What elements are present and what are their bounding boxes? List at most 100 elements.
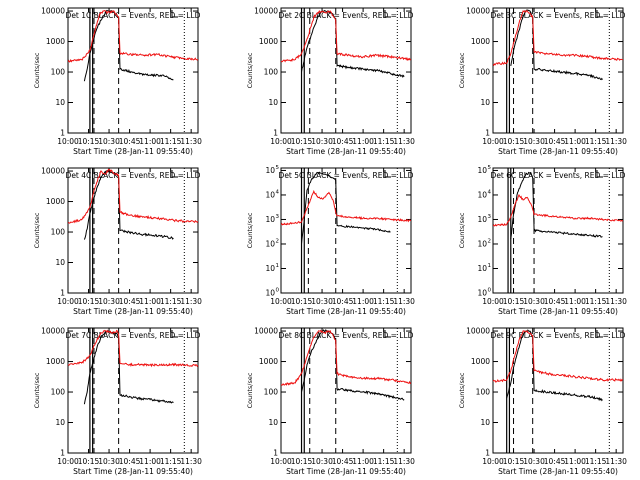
x-tick-label: 10:30 <box>523 137 545 146</box>
y-axis-title: Counts/sec <box>33 52 41 88</box>
y-tick-label: 10 <box>55 98 65 107</box>
series-lld-line <box>281 9 411 63</box>
x-tick-label: 10:00 <box>270 137 292 146</box>
x-tick-label: 10:15 <box>78 137 100 146</box>
x-tick-label: 11:00 <box>564 297 586 306</box>
y-tick-label: 1 <box>485 129 490 138</box>
y-tick-label: 1 <box>485 449 490 458</box>
y-tick-exponent: 5 <box>276 165 280 171</box>
series-events-line <box>83 329 174 405</box>
x-tick-label: 11:15 <box>585 297 607 306</box>
marker-bracket <box>596 170 603 178</box>
x-tick-label: 10:30 <box>98 297 120 306</box>
plot-frame <box>492 7 624 134</box>
series-events-line <box>301 171 391 245</box>
plot-frame <box>280 7 412 134</box>
x-tick-label: 11:15 <box>160 457 182 466</box>
x-tick-label: 10:45 <box>332 297 354 306</box>
series-lld-line <box>281 189 411 226</box>
y-tick-label: 100 <box>264 68 279 77</box>
x-axis-title: Start Time (28-Jan-11 09:55:40) <box>286 147 406 156</box>
x-tick-label: 11:00 <box>139 137 161 146</box>
marker-bracket <box>171 330 178 338</box>
plot-frame <box>67 167 199 294</box>
y-tick-label: 10 <box>55 418 65 427</box>
y-tick-label: 10 <box>265 264 275 273</box>
y-tick-label: 10000 <box>466 327 490 336</box>
x-tick-label: 10:00 <box>270 457 292 466</box>
x-tick-label: 11:15 <box>585 457 607 466</box>
y-tick-label: 1 <box>273 449 278 458</box>
x-tick-label: 10:00 <box>57 457 79 466</box>
marker-bracket <box>171 170 178 178</box>
x-tick-label: 11:00 <box>352 297 374 306</box>
y-tick-label: 10 <box>477 190 487 199</box>
x-tick-label: 11:30 <box>393 297 415 306</box>
x-tick-label: 11:00 <box>564 137 586 146</box>
series-lld-line <box>281 329 411 386</box>
y-tick-label: 10000 <box>41 167 65 176</box>
panel-title: Det 2C BLACK = Events, RED = LLD <box>279 11 414 20</box>
series-events-line <box>506 329 603 402</box>
x-axis-title: Start Time (28-Jan-11 09:55:40) <box>498 147 618 156</box>
y-tick-label: 10 <box>265 239 275 248</box>
y-tick-label: 1000 <box>46 197 65 206</box>
x-tick-label: 11:15 <box>373 137 395 146</box>
y-tick-label: 10 <box>477 289 487 298</box>
y-tick-label: 10 <box>265 166 275 175</box>
x-tick-label: 10:15 <box>78 457 100 466</box>
y-axis-title: Counts/sec <box>458 212 466 248</box>
x-tick-label: 10:00 <box>57 137 79 146</box>
marker-bracket <box>596 10 603 18</box>
panel-title: Det 9C BLACK = Events, RED = LLD <box>491 331 626 340</box>
y-tick-label: 10 <box>265 190 275 199</box>
y-tick-label: 100 <box>51 228 66 237</box>
x-tick-label: 10:45 <box>544 457 566 466</box>
y-tick-label: 10000 <box>254 7 278 16</box>
marker-bracket <box>384 170 391 178</box>
y-tick-label: 10 <box>480 98 490 107</box>
panel-title: Det 4C BLACK = Events, RED = LLD <box>66 171 201 180</box>
x-tick-label: 11:00 <box>564 457 586 466</box>
x-tick-label: 10:15 <box>291 297 313 306</box>
y-axis-title: Counts/sec <box>33 212 41 248</box>
x-tick-label: 10:15 <box>503 457 525 466</box>
x-axis-title: Start Time (28-Jan-11 09:55:40) <box>73 147 193 156</box>
x-tick-label: 11:00 <box>352 137 374 146</box>
y-tick-exponent: 4 <box>276 189 280 195</box>
x-axis-title: Start Time (28-Jan-11 09:55:40) <box>286 307 406 316</box>
x-tick-label: 10:00 <box>482 457 504 466</box>
y-axis-title: Counts/sec <box>458 372 466 408</box>
x-tick-label: 10:15 <box>78 297 100 306</box>
y-tick-label: 1000 <box>259 37 278 46</box>
x-tick-label: 10:30 <box>311 457 333 466</box>
x-tick-label: 11:00 <box>139 297 161 306</box>
series-events-line <box>510 171 603 240</box>
series-events-line <box>301 10 405 79</box>
series-events-line <box>510 9 603 81</box>
x-tick-label: 11:30 <box>393 137 415 146</box>
y-tick-label: 1000 <box>46 37 65 46</box>
y-tick-exponent: 3 <box>276 214 280 220</box>
x-tick-label: 10:30 <box>311 297 333 306</box>
y-tick-label: 100 <box>51 68 66 77</box>
x-tick-label: 11:30 <box>605 297 627 306</box>
y-tick-label: 10000 <box>41 327 65 336</box>
y-tick-label: 10000 <box>254 327 278 336</box>
plot-frame <box>492 327 624 454</box>
y-tick-label: 100 <box>51 388 66 397</box>
x-tick-label: 11:15 <box>160 137 182 146</box>
y-tick-label: 1 <box>60 289 65 298</box>
x-tick-label: 11:30 <box>180 297 202 306</box>
x-tick-label: 10:00 <box>270 297 292 306</box>
x-tick-label: 10:30 <box>311 137 333 146</box>
x-tick-label: 10:15 <box>503 137 525 146</box>
y-tick-label: 10000 <box>41 7 65 16</box>
x-tick-label: 11:15 <box>373 457 395 466</box>
y-tick-exponent: 1 <box>488 263 492 269</box>
